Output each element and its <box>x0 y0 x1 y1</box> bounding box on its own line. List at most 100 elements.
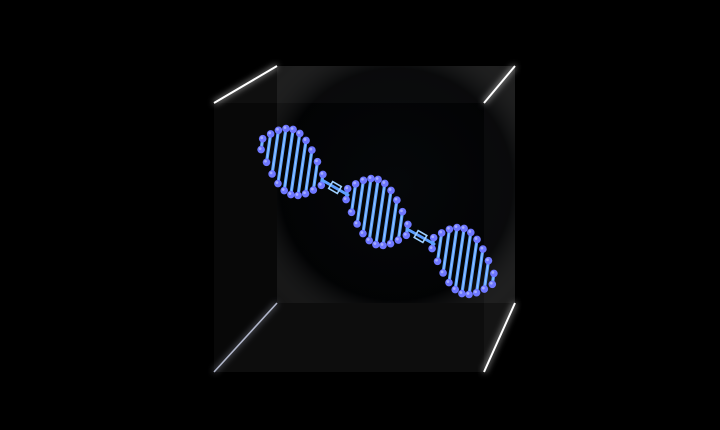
helix-node <box>359 176 368 185</box>
cube-front-edge <box>213 65 278 104</box>
helix-node-highlight <box>459 291 463 294</box>
helix-node-highlight <box>268 131 272 135</box>
helix-node-highlight <box>288 192 292 195</box>
helix-rung-highlight <box>290 132 301 196</box>
helix-node <box>439 269 447 277</box>
helix-node-highlight <box>380 243 384 246</box>
helix-node-highlight <box>343 197 347 201</box>
helix-node <box>313 157 322 166</box>
helix-node <box>258 134 267 143</box>
helix-node <box>387 186 395 195</box>
helix-node <box>479 245 487 253</box>
helix-node <box>359 229 367 238</box>
helix-node <box>266 130 275 138</box>
helix-node-highlight <box>353 181 357 185</box>
helix-node <box>282 124 290 133</box>
helix-node <box>301 189 310 198</box>
helix-segment <box>342 174 412 250</box>
helix-node-highlight <box>429 246 433 250</box>
helix-node-highlight <box>303 138 307 141</box>
helix-node-highlight <box>281 188 285 191</box>
helix-rung-highlight <box>266 133 272 163</box>
helix-node <box>433 257 442 266</box>
helix-node <box>490 269 498 278</box>
helix-link-box <box>327 180 343 195</box>
helix-node-highlight <box>366 238 370 241</box>
cube-right-face <box>484 66 515 372</box>
helix-node-highlight <box>361 177 364 181</box>
helix-node-highlight <box>388 241 391 245</box>
helix-node-highlight <box>435 258 438 262</box>
helix-node-highlight <box>474 290 477 294</box>
helix-node <box>372 240 380 249</box>
helix-node <box>465 290 473 299</box>
helix-node-highlight <box>466 292 470 295</box>
helix-rung-highlight <box>283 128 294 192</box>
helix-node-highlight <box>283 126 287 129</box>
helix-node-highlight <box>349 209 352 213</box>
cube-back-edge <box>213 302 278 373</box>
helix-rung-highlight <box>362 178 372 235</box>
helix-node <box>453 223 461 232</box>
helix-node-highlight <box>454 225 458 228</box>
helix-node-highlight <box>395 237 399 241</box>
helix-node <box>294 191 302 200</box>
helix-rung-highlight <box>437 232 443 262</box>
helix-node <box>488 280 497 289</box>
helix-link <box>405 227 436 246</box>
helix-rung-highlight <box>390 199 398 245</box>
helix-rung-highlight <box>351 183 357 213</box>
helix-rung-highlight <box>277 128 287 185</box>
helix-node <box>367 174 375 183</box>
cube-front-edges <box>213 65 516 373</box>
helix-rung-highlight <box>461 231 472 295</box>
helix-node-highlight <box>375 177 379 180</box>
helix-segment <box>257 124 327 200</box>
helix-node-highlight <box>260 136 264 140</box>
cube-front-edge <box>483 65 516 104</box>
helix-node <box>472 288 481 297</box>
helix-node <box>302 136 310 145</box>
cube-bottom-face <box>214 303 515 372</box>
helix-node-highlight <box>258 147 262 151</box>
helix-rung-highlight <box>305 149 313 195</box>
helix-node <box>274 126 283 135</box>
helix-node-highlight <box>439 230 443 234</box>
cube-top-face <box>214 66 515 103</box>
helix-node-highlight <box>440 270 444 274</box>
helix-node-highlight <box>388 188 392 191</box>
helix-node-highlight <box>491 270 495 274</box>
helix-node <box>473 235 481 244</box>
helix-rung-highlight <box>382 189 392 246</box>
helix-node-highlight <box>373 242 377 245</box>
helix-node-highlight <box>297 131 301 134</box>
helix-node <box>379 241 387 250</box>
helix-node-highlight <box>309 147 313 151</box>
helix-node <box>451 285 460 294</box>
helix-node <box>393 196 401 204</box>
helix-node-highlight <box>295 193 299 196</box>
helix-node-highlight <box>461 226 465 229</box>
helix-node <box>365 236 374 245</box>
helix-node <box>429 233 438 242</box>
helix-node <box>458 289 466 298</box>
helix-rung-highlight <box>375 182 386 246</box>
helix-node <box>257 145 265 154</box>
helix-link-box <box>413 229 428 244</box>
helix-node-highlight <box>480 246 484 250</box>
helix-node-highlight <box>269 171 273 175</box>
helix-node <box>319 170 327 179</box>
dna-helix <box>257 124 498 299</box>
helix-node-highlight <box>318 182 322 186</box>
helix-node <box>380 179 389 188</box>
helix-rung-highlight <box>397 211 403 241</box>
helix-rung-highlight <box>356 179 364 225</box>
helix-node <box>262 158 271 167</box>
helix-node-highlight <box>264 159 267 163</box>
helix-rung-highlight <box>442 228 450 274</box>
helix-rung-highlight <box>448 227 458 284</box>
helix-node-highlight <box>290 127 294 130</box>
helix-node-highlight <box>315 159 318 163</box>
helix-node-highlight <box>447 226 450 230</box>
helix-node <box>308 146 316 154</box>
